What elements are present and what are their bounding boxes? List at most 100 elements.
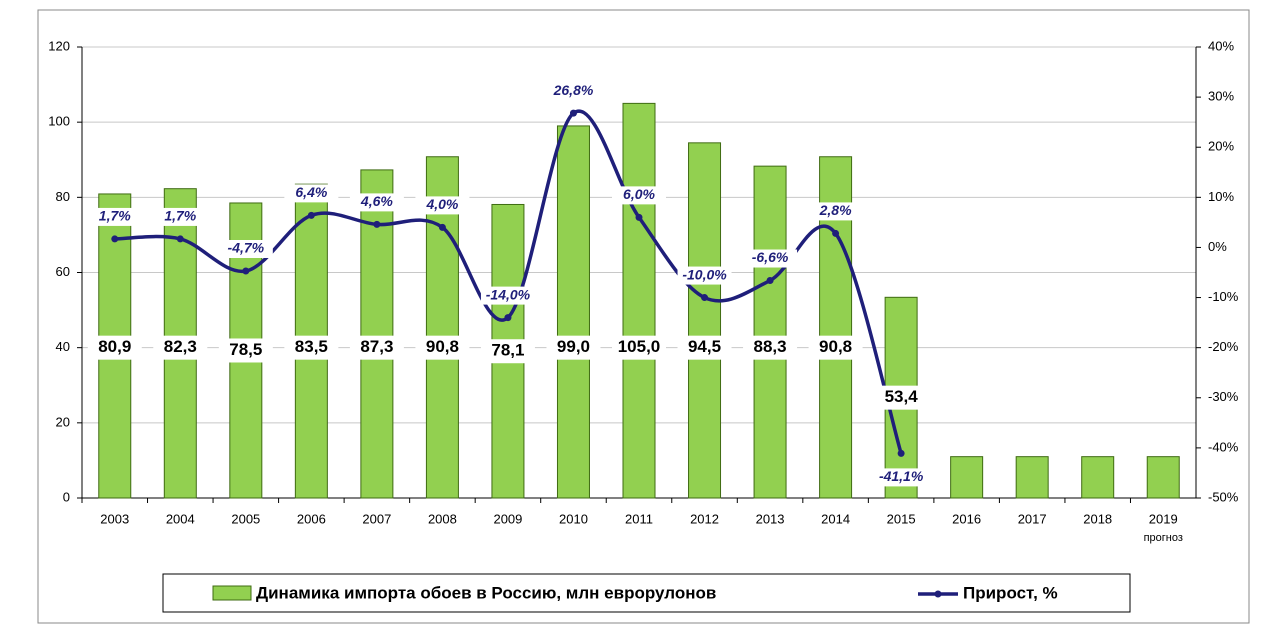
bar-value-label: 90,8 <box>819 337 852 356</box>
growth-point <box>176 235 184 243</box>
y2-tick-label: -20% <box>1208 339 1239 354</box>
y2-tick-label: 10% <box>1208 189 1234 204</box>
bar-value-label: 90,8 <box>426 337 459 356</box>
x-tick-label: 2007 <box>362 511 391 526</box>
growth-point <box>307 211 315 219</box>
x-tick-label: 2019 <box>1149 511 1178 526</box>
growth-point <box>832 229 840 237</box>
x-tick-label: 2003 <box>100 511 129 526</box>
label-bg <box>480 339 535 364</box>
line-value-label: 6,0% <box>623 186 655 202</box>
legend-box <box>162 573 1131 613</box>
bar-value-label: 80,9 <box>98 337 131 356</box>
bar-value-label: 82,3 <box>164 337 197 356</box>
label-bg <box>808 335 863 360</box>
y-tick-label: 80 <box>56 189 70 204</box>
y-tick-label: 40 <box>56 339 70 354</box>
y2-tick-label: 0% <box>1208 239 1227 254</box>
label-bg <box>612 186 666 205</box>
label-bg <box>349 193 404 212</box>
bar <box>950 456 984 499</box>
label-bg <box>677 266 732 285</box>
bar <box>556 125 590 499</box>
x-tick-label: 2018 <box>1083 511 1112 526</box>
bar <box>1015 456 1049 499</box>
y2-tick-label: 20% <box>1208 139 1234 154</box>
growth-point <box>569 109 577 117</box>
bar <box>688 142 722 499</box>
x-tick-label: 2014 <box>821 511 850 526</box>
label-bg <box>218 338 273 363</box>
y-tick-label: 20 <box>56 414 70 429</box>
line-value-label: 1,7% <box>164 208 196 224</box>
growth-point <box>766 277 774 285</box>
label-bg <box>612 335 666 360</box>
y2-tick-label: -30% <box>1208 389 1239 404</box>
legend-bar-icon <box>212 585 252 601</box>
bar-value-label: 88,3 <box>754 337 787 356</box>
bar-value-label: 87,3 <box>360 337 393 356</box>
label-bg <box>284 335 339 360</box>
line-value-label: 1,7% <box>99 208 131 224</box>
legend-label: Прирост, % <box>963 583 1058 602</box>
line-value-label: 4,6% <box>360 193 393 209</box>
bar-value-label: 78,1 <box>491 341 524 360</box>
label-bg <box>808 202 863 221</box>
line-value-label: -14,0% <box>486 286 531 302</box>
bar <box>622 102 656 499</box>
y-tick-label: 120 <box>48 38 70 53</box>
label-bg <box>546 82 601 101</box>
label-bg <box>480 286 535 305</box>
line-value-label: 4,0% <box>425 196 458 212</box>
label-bg <box>284 184 339 203</box>
label-bg <box>546 335 601 360</box>
bar-value-label: 99,0 <box>557 337 590 356</box>
legend-line-dot <box>934 590 942 598</box>
label-bg <box>743 249 798 268</box>
bar <box>1146 456 1180 499</box>
x-tick-label: 2017 <box>1018 511 1047 526</box>
growth-point <box>242 267 250 275</box>
label-bg <box>874 468 929 487</box>
growth-point <box>373 220 381 228</box>
growth-point <box>897 449 905 457</box>
bar-value-label: 78,5 <box>229 340 262 359</box>
label-bg <box>87 335 142 360</box>
bar-value-label: 94,5 <box>688 337 721 356</box>
line-value-label: -10,0% <box>682 266 727 282</box>
label-bg <box>874 385 929 410</box>
bar <box>360 169 394 499</box>
x-tick-label: 2004 <box>166 511 195 526</box>
x-tick-label: 2008 <box>428 511 457 526</box>
label-bg <box>415 335 470 360</box>
x-note: прогноз <box>1144 532 1183 544</box>
x-tick-label: 2006 <box>297 511 326 526</box>
label-bg <box>349 335 404 360</box>
y2-tick-label: 40% <box>1208 38 1234 53</box>
line-value-label: -6,6% <box>752 249 789 265</box>
growth-point <box>701 294 709 302</box>
y-tick-label: 60 <box>56 264 70 279</box>
line-value-label: 2,8% <box>819 202 852 218</box>
x-tick-label: 2015 <box>887 511 916 526</box>
label-bg <box>677 335 732 360</box>
x-tick-label: 2016 <box>952 511 981 526</box>
bar-value-label: 83,5 <box>295 337 328 356</box>
x-tick-label: 2009 <box>493 511 522 526</box>
x-tick-label: 2010 <box>559 511 588 526</box>
bar-value-label: 105,0 <box>618 337 661 356</box>
line-value-label: -41,1% <box>879 468 924 484</box>
bar <box>753 165 787 499</box>
label-bg <box>218 239 273 258</box>
line-value-label: 26,8% <box>553 82 594 98</box>
y2-tick-label: -10% <box>1208 289 1239 304</box>
y-tick-label: 0 <box>63 489 70 504</box>
y-tick-label: 100 <box>48 114 70 129</box>
label-bg <box>153 335 208 360</box>
y2-tick-label: -50% <box>1208 489 1239 504</box>
bar-value-label: 53,4 <box>885 387 919 406</box>
x-tick-label: 2011 <box>625 511 653 526</box>
label-bg <box>87 207 142 226</box>
label-bg <box>153 207 208 226</box>
